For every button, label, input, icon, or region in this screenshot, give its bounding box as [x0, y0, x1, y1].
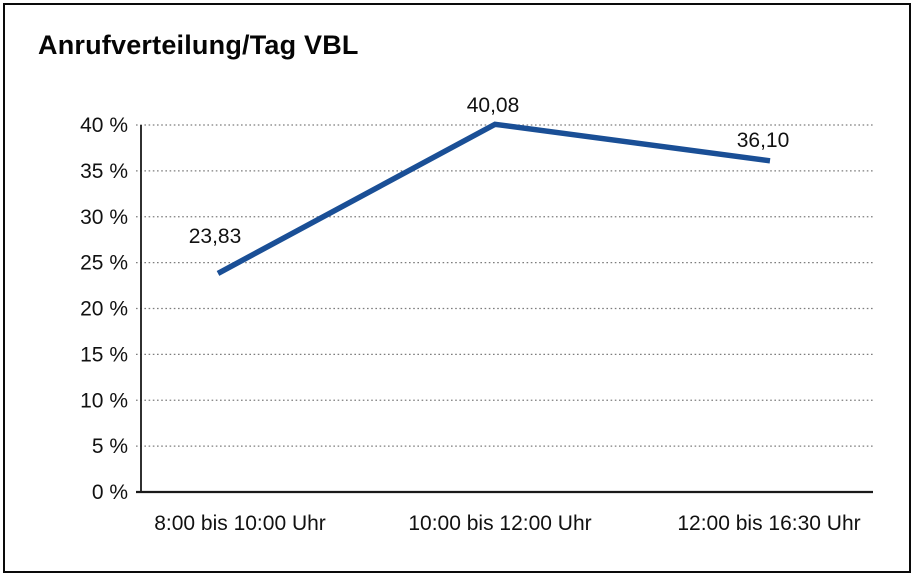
chart-title: Anrufverteilung/Tag VBL — [38, 30, 359, 60]
data-label: 40,08 — [467, 94, 520, 117]
y-tick-label: 5 % — [92, 435, 128, 458]
chart-frame — [3, 3, 911, 573]
y-tick-label: 10 % — [80, 389, 128, 412]
y-tick-label: 30 % — [80, 206, 128, 229]
y-tick-label: 15 % — [80, 343, 128, 366]
y-tick-label: 0 % — [92, 481, 128, 504]
data-label: 36,10 — [737, 129, 790, 152]
data-label: 23,83 — [189, 225, 242, 248]
series-line — [216, 121, 771, 276]
y-tick-label: 20 % — [80, 298, 128, 321]
x-category-label: 12:00 bis 16:30 Uhr — [677, 512, 860, 535]
y-tick-label: 25 % — [80, 252, 128, 275]
x-category-label: 10:00 bis 12:00 Uhr — [408, 512, 591, 535]
x-category-label: 8:00 bis 10:00 Uhr — [154, 512, 326, 535]
y-tick-label: 40 % — [80, 114, 128, 137]
y-tick-label: 35 % — [80, 160, 128, 183]
